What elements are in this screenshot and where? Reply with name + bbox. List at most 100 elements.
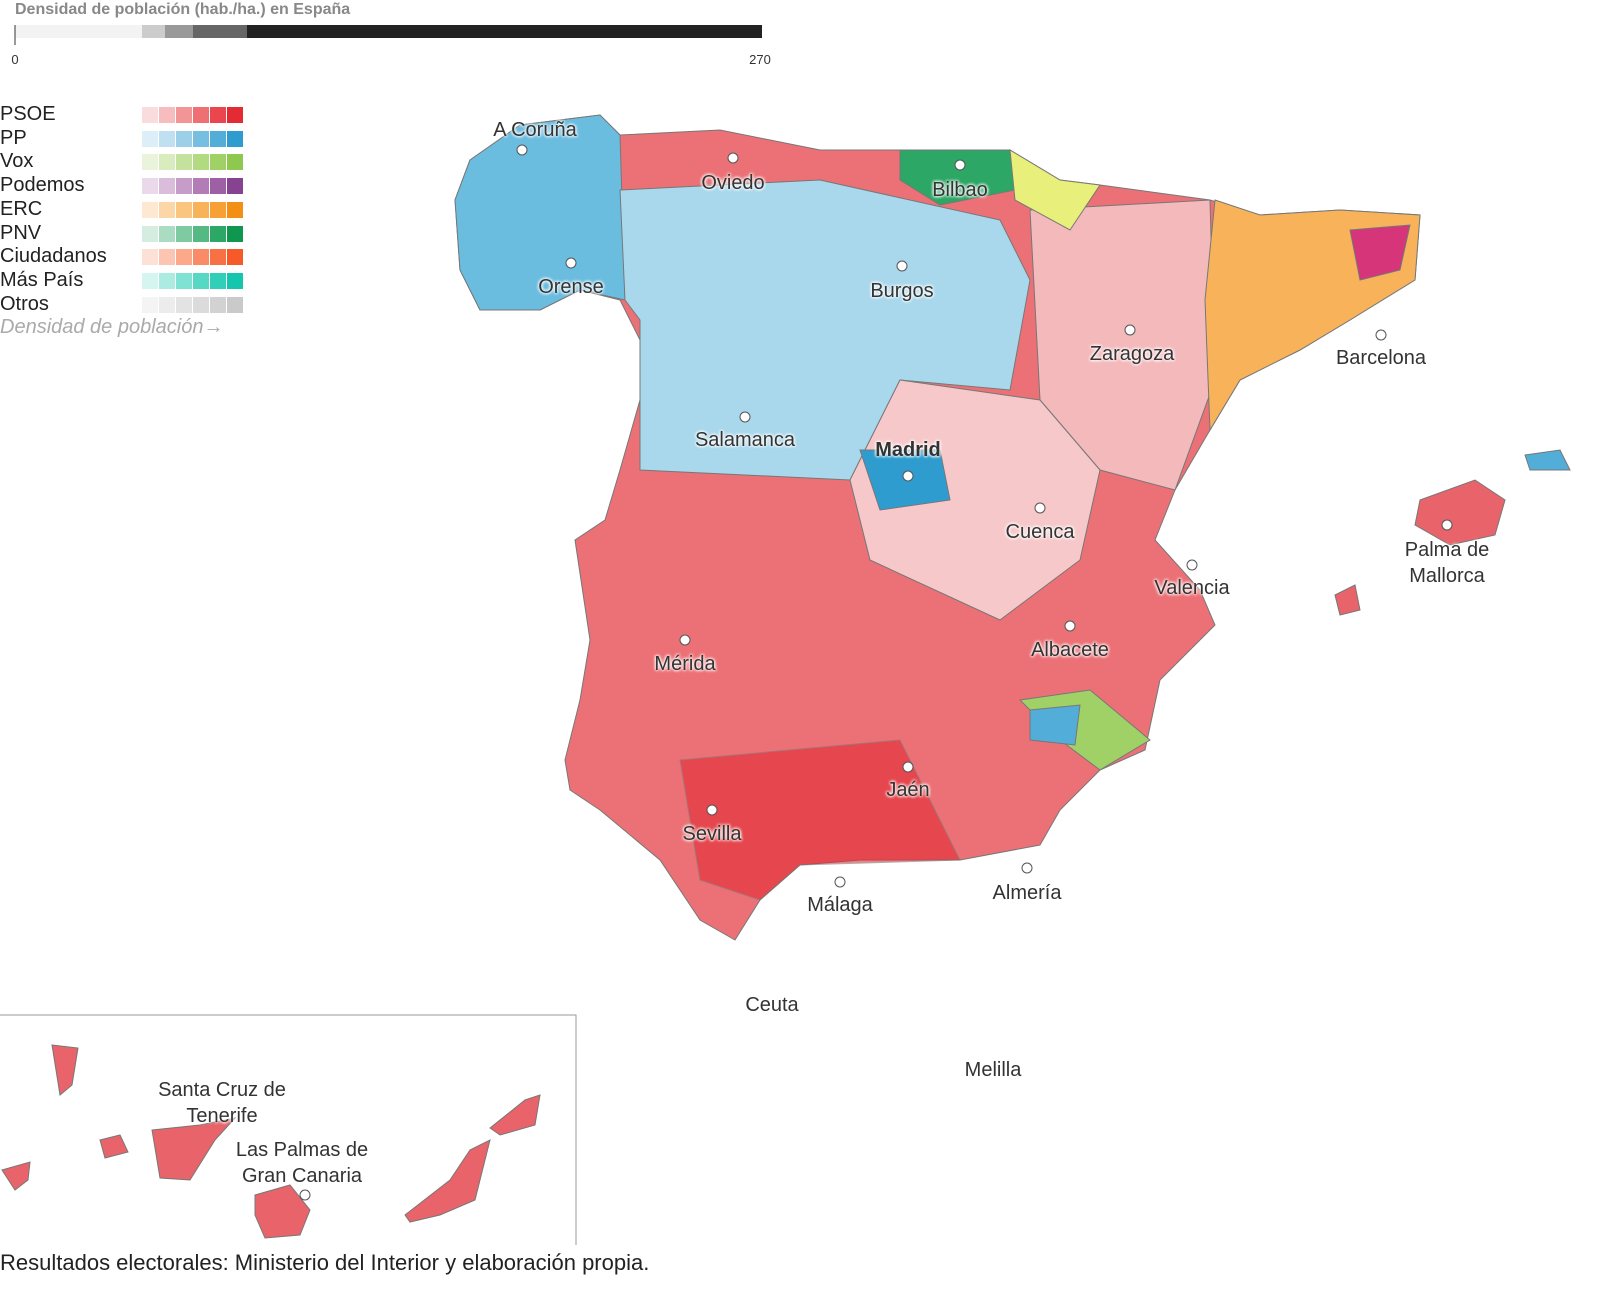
legend-swatch <box>176 130 192 147</box>
legend-label: PNV <box>0 221 42 244</box>
scale-seg <box>15 25 142 38</box>
legend-swatch <box>176 272 192 289</box>
scale-title: Densidad de población (hab./ha.) en Espa… <box>15 1 350 18</box>
city-label: Albacete <box>1031 639 1109 661</box>
legend-swatch <box>176 154 192 171</box>
city-label: Barcelona <box>1335 347 1427 369</box>
legend-swatch <box>159 225 175 242</box>
scale-min: 0 <box>11 52 18 67</box>
legend-swatch <box>210 154 226 171</box>
legend-label: PP <box>0 126 27 149</box>
legend-swatch <box>227 130 243 147</box>
city-label: Jaén <box>886 779 930 801</box>
city-dot <box>727 152 739 164</box>
city-label: Málaga <box>807 894 873 916</box>
legend-label: Otros <box>0 292 49 315</box>
city-dot <box>954 159 966 171</box>
inset-frame <box>0 1014 577 1245</box>
legend-swatch <box>159 130 175 147</box>
legend-swatch <box>227 107 243 123</box>
legend-label: Vox <box>0 150 34 173</box>
city-dot <box>739 411 751 423</box>
scale-max: 270 <box>749 52 771 67</box>
legend-swatch <box>142 249 158 266</box>
city-dot <box>1124 324 1136 336</box>
legend-swatch <box>227 249 243 266</box>
legend-label: Más País <box>0 268 84 291</box>
city-dot <box>516 144 528 156</box>
city-dot <box>896 260 908 272</box>
legend-swatch <box>142 130 158 147</box>
legend-swatch <box>193 201 209 218</box>
legend-swatch <box>210 296 226 313</box>
canarias-inset <box>0 1014 577 1245</box>
legend-label: PSOE <box>0 103 56 125</box>
city-dot <box>902 470 914 482</box>
city-dot <box>834 876 846 888</box>
city-dot <box>1034 502 1046 514</box>
city-label: Santa Cruz de Tenerife <box>158 1079 286 1127</box>
legend-swatch <box>159 201 175 218</box>
legend-note: Densidad de población→ <box>0 316 224 339</box>
city-label: Ceuta <box>745 994 799 1016</box>
legend-swatch <box>193 249 209 266</box>
city-label: Salamanca <box>694 429 796 451</box>
city-label: Almería <box>992 882 1062 904</box>
legend-swatch <box>159 296 175 313</box>
legend-swatch <box>227 201 243 218</box>
city-label: Madrid <box>875 439 941 461</box>
legend-swatch <box>142 296 158 313</box>
legend-swatch <box>193 130 209 147</box>
legend-swatch <box>142 154 158 171</box>
legend-swatch <box>193 272 209 289</box>
city-label: Bilbao <box>932 179 988 201</box>
legend-swatch <box>210 130 226 147</box>
city-dot <box>1021 862 1033 874</box>
legend-swatch <box>142 201 158 218</box>
city-dot <box>706 804 718 816</box>
legend-swatch <box>142 107 158 123</box>
legend-swatch <box>193 178 209 195</box>
city-dot <box>1186 559 1198 571</box>
legend-swatch <box>159 178 175 195</box>
legend-swatch <box>176 249 192 266</box>
city-label: Burgos <box>870 280 934 302</box>
city-label: Oviedo <box>701 172 765 194</box>
city-label: Mérida <box>654 653 716 675</box>
legend-swatch <box>210 201 226 218</box>
legend-label: ERC <box>0 197 43 220</box>
legend-swatch <box>176 178 192 195</box>
legend-swatch <box>159 249 175 266</box>
city-label: Palma de Mallorca <box>1404 539 1490 587</box>
legend-swatch <box>227 178 243 195</box>
city-label: Las Palmas de Gran Canaria <box>235 1139 369 1187</box>
city-label: Valencia <box>1154 577 1230 599</box>
city-label: Orense <box>538 276 604 298</box>
city-dot <box>902 761 914 773</box>
legend-label: Ciudadanos <box>0 245 107 268</box>
scale-seg <box>142 25 165 38</box>
scale-seg <box>193 25 247 38</box>
legend-swatch <box>142 272 158 289</box>
city-dot <box>1064 620 1076 632</box>
scale-seg <box>165 25 193 38</box>
city-dot <box>679 634 691 646</box>
scale-seg <box>247 25 762 38</box>
legend-swatch <box>193 225 209 242</box>
legend-swatch <box>210 249 226 266</box>
legend-swatch <box>210 178 226 195</box>
city-label: Cuenca <box>1005 521 1075 543</box>
legend-swatch <box>176 201 192 218</box>
city-label: Sevilla <box>682 823 742 845</box>
legend-swatch <box>210 272 226 289</box>
spain <box>454 114 1571 941</box>
legend-swatch <box>227 154 243 171</box>
legend-swatch <box>142 225 158 242</box>
legend-swatch <box>159 154 175 171</box>
legend-label: Podemos <box>0 174 85 197</box>
legend-swatch <box>210 225 226 242</box>
legend-swatch <box>176 296 192 313</box>
legend-swatch <box>193 296 209 313</box>
